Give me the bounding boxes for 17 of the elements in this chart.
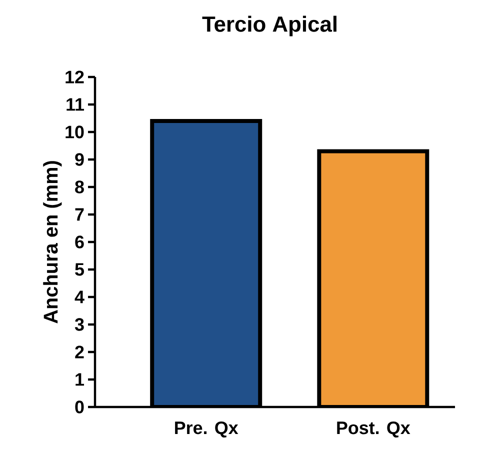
chart-title: Tercio Apical: [202, 16, 336, 36]
y-tick-label: 5: [75, 263, 84, 276]
y-tick-label: 3: [74, 318, 84, 331]
y-tick-label: 6: [75, 236, 84, 248]
y-tick-label: 10: [66, 126, 84, 138]
y-tick-label: 7: [75, 208, 84, 221]
x-tick-label: Post. Qx: [337, 421, 410, 438]
y-tick-label: 8: [75, 180, 84, 194]
y-tick-label: 2: [75, 346, 84, 358]
y-axis-title: Anchura en (mm): [43, 161, 62, 324]
y-tick-label: 4: [74, 290, 84, 304]
x-tick-label: Pre. Qx: [175, 421, 238, 438]
y-tick-label: 11: [66, 98, 84, 111]
y-tick-label: 0: [75, 400, 84, 414]
y-tick-label: 1: [76, 373, 84, 386]
y-tick-label: 12: [66, 70, 84, 84]
y-tick-label: 9: [75, 153, 84, 166]
